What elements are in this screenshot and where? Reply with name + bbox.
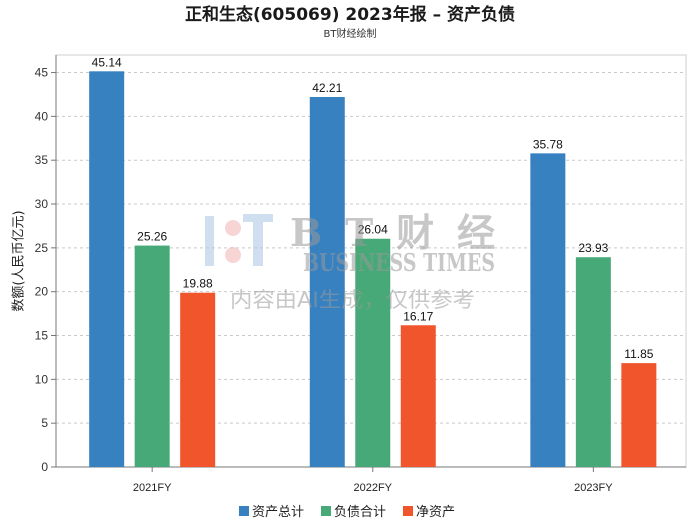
x-tick-label-2021fy: 2021FY <box>133 482 172 494</box>
logo-top-dot <box>225 220 241 236</box>
data-label-series-2-2022fy: 26.04 <box>358 223 388 237</box>
y-tick-label-5: 5 <box>41 416 48 430</box>
x-axis-ticks: 2021FY 2022FY 2023FY <box>133 467 613 494</box>
x-tick-label-2022fy: 2022FY <box>353 482 392 494</box>
y-tick-label-40: 40 <box>35 109 49 123</box>
legend-swatch-3 <box>403 506 414 516</box>
data-labels: 45.14 25.26 19.88 42.21 26.04 16.17 35.78 23.93… <box>92 55 654 361</box>
legend: 资产总计 负债合计 净资产 <box>238 505 455 520</box>
bar-series-1-2022fy <box>309 96 345 467</box>
data-label-series-1-2023fy: 35.78 <box>533 137 563 151</box>
y-tick-label-10: 10 <box>35 372 49 386</box>
data-label-series-1-2022fy: 42.21 <box>312 81 342 95</box>
legend-swatch-2 <box>320 506 331 516</box>
y-axis-ticks: 0 5 10 15 20 25 30 35 40 45 <box>35 66 56 474</box>
legend-item-3: 净资产 <box>403 505 455 520</box>
data-label-series-3-2021fy: 19.88 <box>183 277 213 291</box>
bar-series-3-2023fy <box>621 363 657 467</box>
data-label-series-2-2023fy: 23.93 <box>578 241 608 255</box>
chart-subtitle: BT财经绘制 <box>324 27 377 40</box>
chart-title: 正和生态(605069) 2023年报 – 资产负债 <box>185 4 515 25</box>
bar-series-1-2023fy <box>530 153 566 467</box>
legend-label-2: 负债合计 <box>334 505 386 520</box>
bar-series-2-2021fy <box>134 245 170 467</box>
y-tick-label-20: 20 <box>35 285 49 299</box>
bars <box>89 71 657 467</box>
watermark-english-text: BUSINESS TIMES <box>303 248 495 277</box>
data-label-series-2-2021fy: 25.26 <box>137 230 167 244</box>
legend-swatch-1 <box>238 506 249 516</box>
y-tick-label-30: 30 <box>35 197 49 211</box>
bar-series-3-2021fy <box>180 292 216 467</box>
y-tick-label-15: 15 <box>35 329 49 343</box>
bar-series-2-2023fy <box>575 257 611 467</box>
data-label-series-3-2023fy: 11.85 <box>624 347 653 361</box>
logo-bottom-dot <box>225 247 241 263</box>
logo-t-stem <box>253 214 263 266</box>
legend-label-1: 资产总计 <box>252 505 304 520</box>
y-tick-label-0: 0 <box>41 460 48 474</box>
logo-left-bar <box>205 216 214 266</box>
data-label-series-1-2021fy: 45.14 <box>92 55 122 69</box>
watermark-notice-text: 内容由AI生成，仅供参考 <box>230 288 475 312</box>
y-tick-label-35: 35 <box>35 153 49 167</box>
x-tick-label-2023fy: 2023FY <box>574 482 613 494</box>
y-tick-label-45: 45 <box>35 66 49 80</box>
bar-series-2-2022fy <box>355 238 391 467</box>
watermark-logo-icon <box>205 214 273 266</box>
legend-label-3: 净资产 <box>416 505 455 520</box>
bar-series-1-2021fy <box>89 71 125 467</box>
legend-item-2: 负债合计 <box>320 505 386 520</box>
y-axis-label: 数额(人民币亿元) <box>12 210 27 311</box>
bar-series-3-2022fy <box>400 325 436 467</box>
data-label-series-3-2022fy: 16.17 <box>403 309 433 323</box>
legend-item-1: 资产总计 <box>238 505 304 520</box>
y-tick-label-25: 25 <box>35 241 49 255</box>
